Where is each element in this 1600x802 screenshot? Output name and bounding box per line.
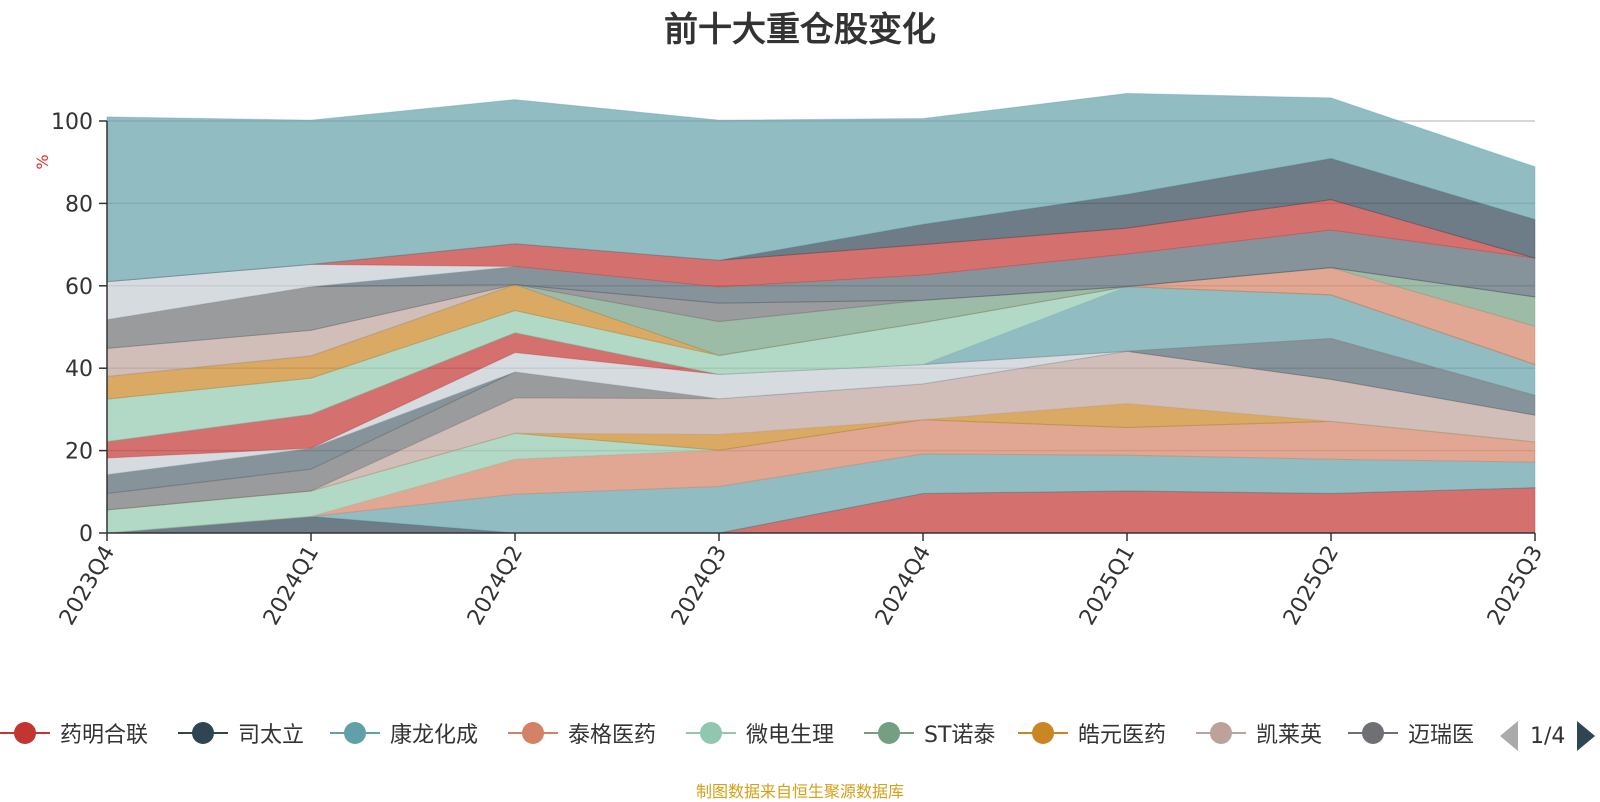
legend-pager: 1/4 [1500, 719, 1596, 753]
legend-label: 迈瑞医 [1408, 723, 1475, 748]
legend-marker-icon [0, 721, 50, 745]
legend-marker-icon [330, 721, 380, 745]
chart-title: 前十大重仓股变化 [664, 10, 936, 50]
legend-label: 康龙化成 [390, 723, 479, 748]
legend-item[interactable]: 微电生理 [686, 713, 834, 753]
x-tick-label: 2025Q1 [1075, 542, 1140, 630]
y-axis-unit: % [33, 154, 52, 169]
legend-label: 药明合联 [60, 723, 149, 748]
x-tick-label: 2024Q2 [463, 542, 528, 630]
x-tick-label: 2024Q4 [871, 542, 936, 630]
x-tick-label: 2023Q4 [55, 542, 120, 630]
x-tick-label: 2024Q1 [259, 542, 324, 630]
legend-label: 皓元医药 [1078, 723, 1167, 748]
legend-item[interactable]: 药明合联 [0, 713, 148, 753]
legend-next-page-icon[interactable] [1577, 721, 1596, 751]
legend-item[interactable]: 司太立 [178, 713, 304, 753]
legend-marker-icon [178, 721, 228, 745]
legend-marker-icon [1018, 721, 1068, 745]
y-tick-label: 40 [65, 357, 93, 382]
legend-label: 凯莱英 [1256, 723, 1323, 748]
legend-marker-icon [508, 721, 558, 745]
legend-marker-icon [686, 721, 736, 745]
area-其他持仓[interactable] [106, 92, 1536, 283]
y-tick-label: 20 [65, 440, 93, 465]
legend-item[interactable]: 皓元医药 [1018, 713, 1166, 753]
legend-item[interactable]: 迈瑞医 [1348, 713, 1474, 753]
legend-prev-page-icon[interactable] [1500, 721, 1518, 751]
legend-item[interactable]: 凯莱英 [1196, 713, 1322, 753]
legend-item[interactable]: 康龙化成 [330, 713, 478, 753]
source-note: 制图数据来自恒生聚源数据库 [695, 782, 904, 801]
chart-plot: 0 20 40 60 80 100 2023Q4 2024Q1 2024Q2 2024Q3 2024… [33, 92, 1548, 630]
legend-item[interactable]: ST诺泰 [864, 713, 995, 753]
legend-label: ST诺泰 [924, 723, 996, 748]
legend-label: 泰格医药 [568, 723, 657, 748]
legend-label: 微电生理 [746, 723, 835, 748]
area-微电生理[interactable] [106, 419, 1536, 534]
x-tick-label: 2024Q3 [667, 542, 732, 630]
y-tick-label: 80 [65, 192, 93, 217]
y-tick-label: 60 [65, 275, 93, 300]
legend-item[interactable]: 泰格医药 [508, 713, 656, 753]
area-series [106, 92, 1536, 534]
legend-marker-icon [864, 721, 914, 745]
x-tick-label: 2025Q3 [1483, 542, 1548, 630]
legend-marker-icon [1196, 721, 1246, 745]
x-tick-label: 2025Q2 [1279, 542, 1344, 630]
legend-marker-icon [1348, 721, 1398, 745]
legend-page-indicator: 1/4 [1530, 723, 1566, 749]
y-tick-label: 100 [51, 110, 93, 135]
legend: 药明合联 司太立 康龙化成 泰格医药 微电生理 ST诺泰 皓元医药 凯莱英 迈瑞医 [0, 713, 1600, 753]
y-tick-label: 0 [79, 522, 93, 547]
legend-label: 司太立 [238, 723, 305, 748]
